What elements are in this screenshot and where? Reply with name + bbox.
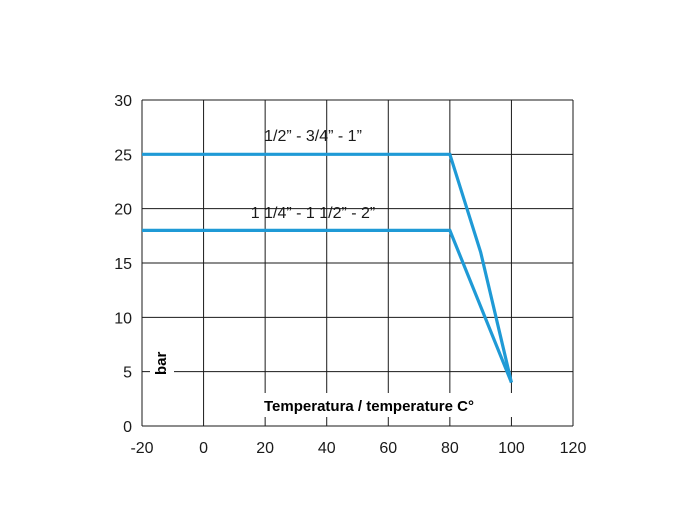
y-tick-label: 25 (114, 147, 132, 164)
y-tick-label: 30 (114, 93, 132, 110)
x-axis-title: Temperatura / temperature C° (264, 398, 474, 415)
y-axis-title: bar (153, 351, 170, 375)
y-tick-label: 20 (114, 202, 132, 219)
series-label-large-sizes: 1 1/4” - 1 1/2” - 2” (251, 205, 376, 222)
y-tick-label: 10 (114, 310, 132, 327)
x-tick-label: 0 (199, 440, 208, 457)
x-tick-label: 120 (560, 440, 587, 457)
y-tick-label: 15 (114, 256, 132, 273)
xlabel-background (258, 393, 518, 417)
x-tick-label: 80 (441, 440, 459, 457)
series-lines (142, 152, 513, 384)
y-tick-label: 5 (123, 365, 132, 382)
x-tick-label: 60 (379, 440, 397, 457)
series-line-1 (142, 228, 513, 384)
x-tick-label: 20 (256, 440, 274, 457)
y-tick-label: 0 (123, 419, 132, 436)
x-tick-label: -20 (130, 440, 153, 457)
x-tick-label: 100 (498, 440, 525, 457)
tick-labels: -20 0 20 40 60 80 100 120 0 5 10 15 20 25 30 (114, 93, 586, 457)
series-label-small-sizes: 1/2” - 3/4” - 1” (264, 128, 362, 145)
series-line-0 (142, 152, 513, 383)
x-tick-label: 40 (318, 440, 336, 457)
ylabel-background (150, 340, 174, 376)
